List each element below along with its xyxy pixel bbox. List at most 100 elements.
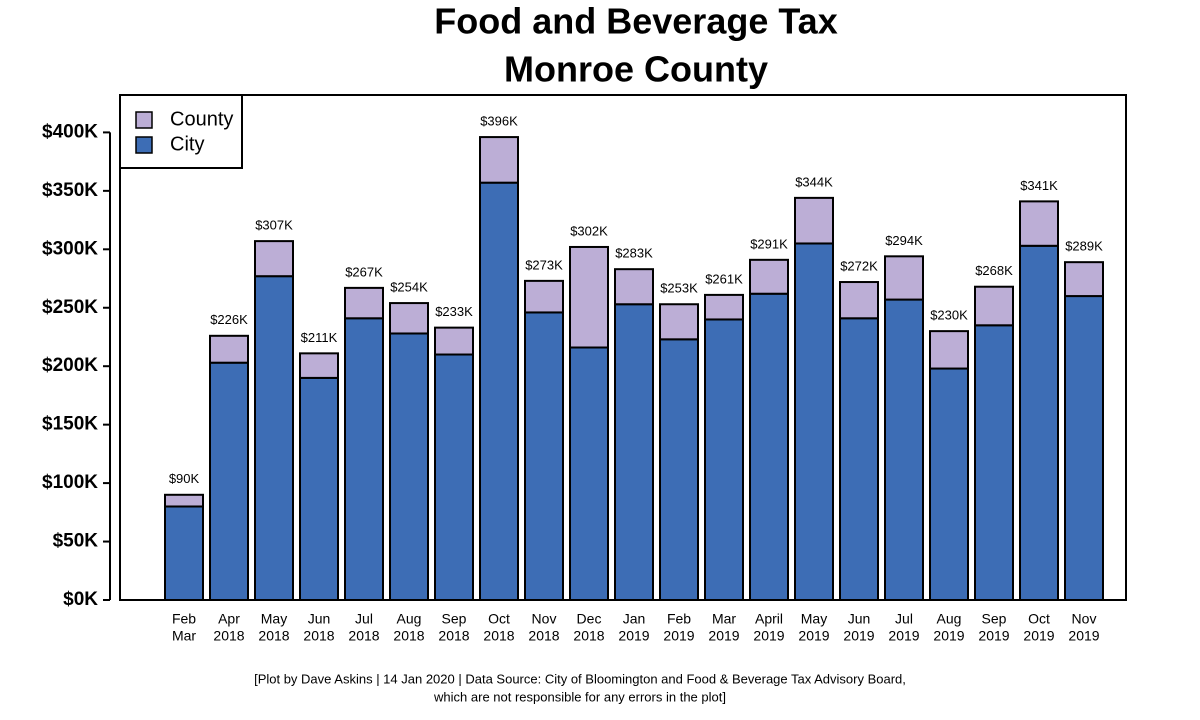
x-tick-label: Aug: [397, 611, 422, 627]
bar-segment: [1019, 244, 1059, 601]
total-label: $261K: [705, 271, 743, 286]
bar-segment: [1019, 200, 1059, 247]
footnote: [Plot by Dave Askins | 14 Jan 2020 | Dat…: [254, 671, 906, 686]
x-tick-label: Jun: [848, 611, 871, 627]
bar-segment: [929, 367, 969, 601]
bar-segment: [704, 293, 744, 321]
bar-segment: [479, 181, 519, 601]
total-label: $289K: [1065, 239, 1103, 254]
x-tick-label: Feb: [667, 611, 691, 627]
x-tick-label: 2019: [1068, 628, 1099, 644]
total-label: $344K: [795, 174, 833, 189]
bar-segment: [1064, 261, 1104, 298]
x-tick-label: Jan: [623, 611, 646, 627]
bar-segment: [839, 317, 879, 601]
x-tick-label: 2019: [1023, 628, 1054, 644]
y-tick-label: $400K: [42, 121, 98, 142]
x-tick-label: May: [801, 611, 827, 627]
bar-segment: [524, 279, 564, 314]
bar-segment: [569, 346, 609, 601]
y-tick-label: $350K: [42, 180, 98, 201]
x-tick-label: 2019: [978, 628, 1009, 644]
y-tick-label: $300K: [42, 238, 98, 259]
legend-swatch: [135, 111, 153, 129]
x-tick-label: May: [261, 611, 287, 627]
x-tick-label: Sep: [982, 611, 1007, 627]
bar-segment: [569, 245, 609, 349]
x-tick-label: Aug: [937, 611, 962, 627]
x-tick-label: Sep: [442, 611, 467, 627]
bar-segment: [614, 268, 654, 306]
footnote: which are not responsible for any errors…: [433, 689, 726, 704]
bar-segment: [884, 255, 924, 301]
x-tick-label: 2018: [528, 628, 559, 644]
total-label: $283K: [615, 246, 653, 261]
x-tick-label: Oct: [1028, 611, 1050, 627]
x-tick-label: Mar: [172, 628, 196, 644]
bar-segment: [929, 330, 969, 370]
bar-segment: [614, 303, 654, 601]
total-label: $302K: [570, 223, 608, 238]
y-tick-label: $250K: [42, 297, 98, 318]
x-tick-label: Mar: [712, 611, 736, 627]
x-tick-label: Nov: [532, 611, 557, 627]
x-tick-label: Dec: [577, 611, 602, 627]
x-tick-label: 2018: [213, 628, 244, 644]
x-tick-label: 2018: [483, 628, 514, 644]
x-tick-label: 2018: [303, 628, 334, 644]
x-tick-label: 2018: [573, 628, 604, 644]
legend-swatch: [135, 136, 153, 154]
bar-segment: [524, 311, 564, 601]
x-tick-label: Oct: [488, 611, 510, 627]
x-tick-label: Jul: [895, 611, 913, 627]
total-label: $341K: [1020, 178, 1058, 193]
x-tick-label: Feb: [172, 611, 196, 627]
bar-segment: [254, 240, 294, 278]
bar-segment: [164, 505, 204, 601]
x-tick-label: Jun: [308, 611, 331, 627]
total-label: $230K: [930, 308, 968, 323]
bar-segment: [749, 292, 789, 601]
bar-segment: [344, 286, 384, 320]
y-tick-label: $200K: [42, 355, 98, 376]
total-label: $253K: [660, 281, 698, 296]
x-tick-label: Nov: [1072, 611, 1097, 627]
x-tick-label: 2019: [663, 628, 694, 644]
total-label: $254K: [390, 280, 428, 295]
x-tick-label: 2019: [933, 628, 964, 644]
bar-segment: [164, 493, 204, 508]
x-tick-label: 2019: [843, 628, 874, 644]
bar-segment: [794, 196, 834, 245]
bar-segment: [974, 285, 1014, 327]
bar-segment: [479, 136, 519, 184]
total-label: $211K: [301, 330, 338, 345]
bar-segment: [209, 334, 249, 364]
y-tick-label: $150K: [42, 414, 98, 435]
x-tick-label: Apr: [218, 611, 240, 627]
bar-segment: [839, 281, 879, 320]
total-label: $233K: [435, 304, 473, 319]
total-label: $294K: [885, 233, 923, 248]
bar-segment: [254, 275, 294, 601]
x-tick-label: 2019: [753, 628, 784, 644]
x-tick-label: 2019: [708, 628, 739, 644]
x-tick-label: 2019: [618, 628, 649, 644]
y-tick-label: $50K: [53, 531, 99, 552]
x-tick-label: Jul: [355, 611, 373, 627]
total-label: $268K: [975, 263, 1013, 278]
x-tick-label: 2018: [393, 628, 424, 644]
y-tick-label: $0K: [63, 589, 98, 610]
bar-segment: [974, 324, 1014, 601]
bar-segment: [659, 338, 699, 601]
total-label: $90K: [169, 471, 200, 486]
bar-segment: [434, 326, 474, 356]
chart-subtitle: Monroe County: [504, 49, 768, 90]
legend-label: County: [170, 108, 233, 130]
bar-segment: [1064, 295, 1104, 601]
bar-segment: [299, 376, 339, 601]
bar-segment: [434, 353, 474, 601]
total-label: $273K: [525, 257, 563, 272]
x-tick-label: 2019: [888, 628, 919, 644]
total-label: $291K: [750, 236, 788, 251]
